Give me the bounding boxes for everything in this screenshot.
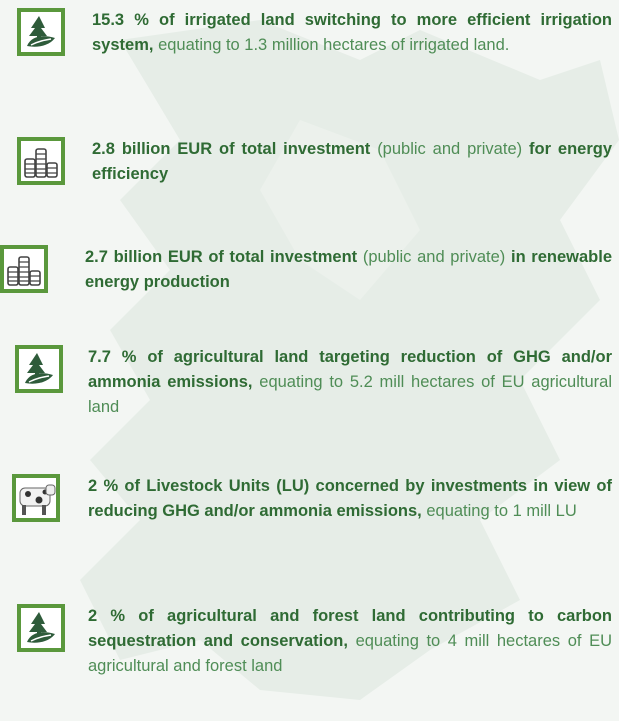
icon-cow [12,474,60,522]
text: equating to 1.3 million hectares of irri… [158,36,510,54]
text: equating to 1 mill LU [426,502,577,520]
bold-text: 2 % of Livestock Units (LU) concerned by… [88,477,612,520]
bold-text: in renewable energy production [85,248,613,291]
bold-text: for energy efficiency [92,140,613,183]
text: equating to 5.2 mill hectares of EU agri… [88,373,613,416]
text: (public and private) [377,140,523,158]
icon-leaf [17,604,65,652]
bold-text: 2.8 billion EUR of total investment [92,140,371,158]
item-text: 2 % of agricultural and forest land cont… [88,604,612,679]
bold-text: 7.7 % of agricultural land targeting red… [88,348,612,391]
bold-text: 2 % of agricultural and forest land cont… [88,607,612,650]
bold-text: 2.7 billion EUR of total investment [85,248,358,266]
icon-leaf [15,345,63,393]
icon-coins [0,245,48,293]
item-text: 2.8 billion EUR of total investment (pub… [92,137,612,187]
text: (public and private) [362,248,506,266]
item-text: 2.7 billion EUR of total investment (pub… [85,245,612,295]
item-text: 7.7 % of agricultural land targeting red… [88,345,612,420]
icon-coins [17,137,65,185]
bold-text: 15.3 % of irrigated land switching to mo… [92,11,612,54]
item-text: 15.3 % of irrigated land switching to mo… [92,8,612,58]
text: equating to 4 mill hectares of EU agricu… [88,632,612,675]
item-text: 2 % of Livestock Units (LU) concerned by… [88,474,612,524]
icon-leaf [17,8,65,56]
